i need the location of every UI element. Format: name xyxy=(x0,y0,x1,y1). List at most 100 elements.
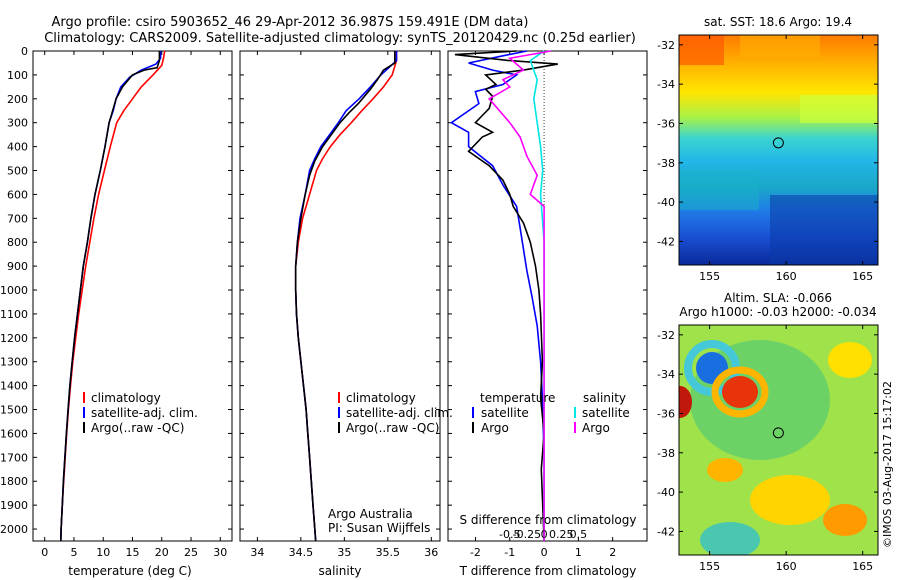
x-tick-label: 10 xyxy=(96,546,110,559)
difference-series xyxy=(449,50,558,542)
depth-tick-label: 1300 xyxy=(0,356,28,369)
x-tick-label: 35 xyxy=(337,546,351,559)
depth-tick-label: 400 xyxy=(7,141,28,154)
legend-t-satellite-label: satellite xyxy=(481,406,529,420)
sst-warm-patch-2 xyxy=(740,35,820,57)
x-tick-label: 5 xyxy=(70,546,77,559)
sal-legend-climatology-label: climatology xyxy=(346,391,416,405)
legend-argo-label: Argo(..raw -QC) xyxy=(91,421,184,435)
map-lat-label: -32 xyxy=(657,329,675,342)
temperature-xlabel: temperature (deg C) xyxy=(68,564,191,578)
sla-map-frame xyxy=(678,324,879,556)
salinity-legend: climatology satellite-adj. clim. Argo(..… xyxy=(338,391,453,435)
sla-orange-ring xyxy=(711,366,769,418)
x-tick-label: 30 xyxy=(213,546,227,559)
depth-tick-label: 1600 xyxy=(0,427,28,440)
sla-yellow-east xyxy=(828,342,872,378)
difference-panel: -2 -1 0 1 2 S difference from climatology -0… xyxy=(447,50,648,578)
legend-climatology-label: climatology xyxy=(91,391,161,405)
pi-note: PI: Susan Wijffels xyxy=(328,521,430,535)
diff-line-t-satellite xyxy=(449,50,545,541)
depth-tick-label: 0 xyxy=(21,45,28,58)
t-diff-tick-label: -2 xyxy=(470,546,481,559)
depth-tick-label: 200 xyxy=(7,93,28,106)
temperature-series xyxy=(60,50,166,542)
x-tick-label: 34 xyxy=(250,546,264,559)
s-diff-label: S difference from climatology xyxy=(460,513,637,527)
map-lat-label: -34 xyxy=(657,368,675,381)
series-line-argo-raw-qc- xyxy=(60,51,161,542)
salinity-series xyxy=(294,51,398,542)
sla-red-eddy xyxy=(722,376,758,408)
series-line-climatology xyxy=(60,50,166,542)
depth-tick-label: 1900 xyxy=(0,499,28,512)
figure-title-line2: Climatology: CARS2009. Satellite-adjuste… xyxy=(44,31,636,46)
x-tick-label: 35.5 xyxy=(376,546,401,559)
x-tick-label: 20 xyxy=(155,546,169,559)
sst-yellow-band xyxy=(800,95,878,123)
depth-tick-label: 900 xyxy=(7,260,28,273)
x-tick-label: 15 xyxy=(126,546,140,559)
diff-line-s-satellite xyxy=(529,50,545,541)
depth-tick-label: 1100 xyxy=(0,308,28,321)
series-line-argo-raw-qc- xyxy=(294,51,396,542)
sla-cyan-south xyxy=(700,522,760,555)
temperature-panel: 0100200300400500600700800900100011001200… xyxy=(0,45,233,578)
depth-tick-label: 1500 xyxy=(0,404,28,417)
depth-tick-label: 600 xyxy=(7,188,28,201)
salinity-panel: 34 34.5 35 35.5 36 salinity climatology sate… xyxy=(239,50,453,578)
depth-tick-label: 2000 xyxy=(0,523,28,536)
map-lat-label: -32 xyxy=(657,39,675,52)
sst-cool-patch xyxy=(770,195,878,265)
sla-map-ticks: 155 160 165 -32 -34 -36 -38 -40 -42 xyxy=(657,325,878,573)
sla-profile-marker xyxy=(772,427,784,439)
sal-legend-argo-label: Argo(..raw -QC) xyxy=(346,421,439,435)
sst-map-ticks: 155 160 165 -32 -34 -36 -38 -40 -42 xyxy=(657,35,878,283)
sla-map-title-line1: Altim. SLA: -0.066 xyxy=(724,291,832,305)
sst-map-frame xyxy=(678,34,879,266)
map-lat-label: -38 xyxy=(657,447,675,460)
sst-profile-marker xyxy=(772,137,784,149)
map-lon-label: 155 xyxy=(699,270,720,283)
diff-line-t-argo xyxy=(454,50,558,542)
sla-orange-mid xyxy=(707,458,743,482)
s-diff-tick-label: -0.5 xyxy=(499,528,520,541)
diff-line-s-argo xyxy=(487,50,552,541)
map-lat-label: -36 xyxy=(657,117,675,130)
sla-map-field xyxy=(679,325,878,555)
sla-orange-south xyxy=(823,504,867,536)
map-lat-label: -42 xyxy=(657,525,675,538)
s-diff-tick-label: 0 xyxy=(541,528,548,541)
depth-tick-label: 1800 xyxy=(0,475,28,488)
map-lon-label: 155 xyxy=(699,560,720,573)
difference-legend: temperature salinity satellite Argo sate… xyxy=(472,391,630,435)
map-lat-label: -42 xyxy=(657,235,675,248)
t-diff-tick-label: 0 xyxy=(541,546,548,559)
map-lat-label: -40 xyxy=(657,486,675,499)
t-diff-tick-label: 1 xyxy=(575,546,582,559)
map-lon-label: 160 xyxy=(776,270,797,283)
figure-title-line1: Argo profile: csiro 5903652_46 29-Apr-20… xyxy=(52,15,529,30)
depth-tick-label: 1400 xyxy=(0,380,28,393)
series-line-satellite-adj-clim- xyxy=(60,51,162,542)
imos-watermark: ©IMOS 03-Aug-2017 15:17:02 xyxy=(881,381,894,548)
legend-s-argo-label: Argo xyxy=(582,421,610,435)
salinity-axis-ticks: 34 34.5 35 35.5 36 xyxy=(240,50,440,559)
t-diff-tick-label: 2 xyxy=(609,546,616,559)
s-diff-tick-label: -0.25 xyxy=(513,528,541,541)
legend-temperature-title: temperature xyxy=(480,391,555,405)
depth-tick-label: 300 xyxy=(7,117,28,130)
legend-s-satellite-label: satellite xyxy=(582,406,630,420)
salinity-plot-frame xyxy=(239,50,441,542)
s-diff-tick-label: 0.25 xyxy=(549,528,574,541)
depth-tick-label: 1700 xyxy=(0,451,28,464)
sst-map-panel: sat. SST: 18.6 Argo: 19.4 155 160 165 -32 -3… xyxy=(657,15,879,283)
depth-tick-label: 700 xyxy=(7,212,28,225)
sla-yellow-south xyxy=(750,475,830,525)
s-diff-ticks: -0.5-0.25 0 0.250.5 xyxy=(499,528,587,541)
map-lon-label: 160 xyxy=(776,560,797,573)
legend-satellite-label: satellite-adj. clim. xyxy=(91,406,198,420)
map-lat-label: -38 xyxy=(657,157,675,170)
temperature-legend: climatology satellite-adj. clim. Argo(..… xyxy=(83,391,198,435)
